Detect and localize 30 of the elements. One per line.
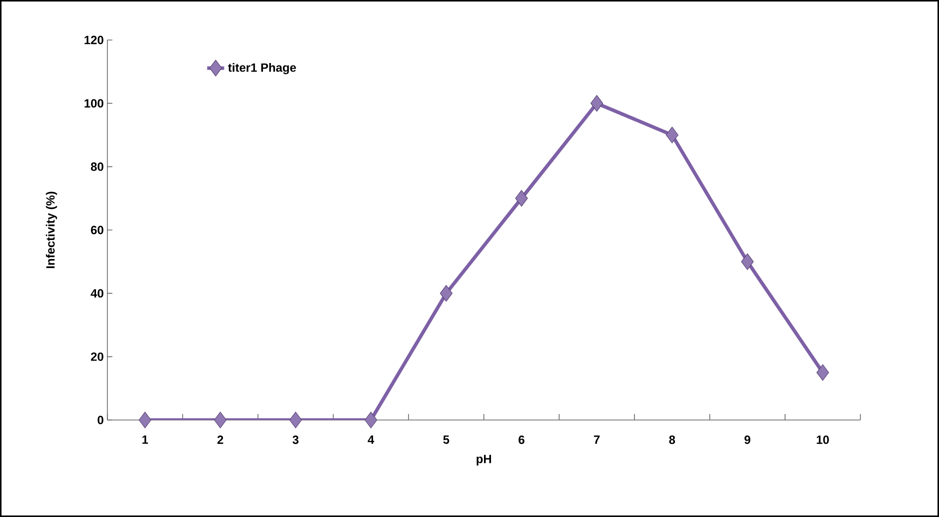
y-tick-label: 80 bbox=[90, 162, 104, 171]
point bbox=[590, 95, 604, 112]
point bbox=[515, 190, 528, 207]
point bbox=[214, 412, 227, 428]
x-tick-label: 10 bbox=[816, 436, 829, 444]
y-tick-label: 120 bbox=[84, 36, 104, 44]
y-tick-label: 60 bbox=[90, 226, 104, 234]
point bbox=[816, 364, 830, 381]
x-tick-label: 5 bbox=[443, 436, 450, 444]
point bbox=[138, 412, 152, 428]
x-tick-label: 8 bbox=[669, 436, 676, 444]
x-tick-label: 4 bbox=[368, 436, 374, 444]
point bbox=[364, 412, 378, 428]
x-tick-label: 1 bbox=[142, 436, 148, 444]
y-tick-label: 0 bbox=[98, 416, 104, 424]
x-tick-label: 7 bbox=[594, 436, 600, 444]
x-tick-label: 2 bbox=[217, 436, 224, 444]
x-tick-label: 6 bbox=[518, 436, 524, 444]
y-axis-title: Infectivity (%) bbox=[46, 192, 58, 268]
x-tick-label: 3 bbox=[292, 436, 298, 444]
point bbox=[741, 253, 754, 270]
point bbox=[289, 412, 302, 428]
y-tick-label: 100 bbox=[84, 99, 104, 108]
y-tick-label: 20 bbox=[90, 352, 104, 361]
y-tick-label: 40 bbox=[90, 289, 104, 298]
point bbox=[440, 285, 453, 302]
point bbox=[666, 126, 678, 144]
x-axis-title: pH bbox=[476, 454, 492, 466]
x-tick-label: 9 bbox=[744, 436, 750, 444]
legend-label: titer1 Phage bbox=[228, 63, 296, 74]
